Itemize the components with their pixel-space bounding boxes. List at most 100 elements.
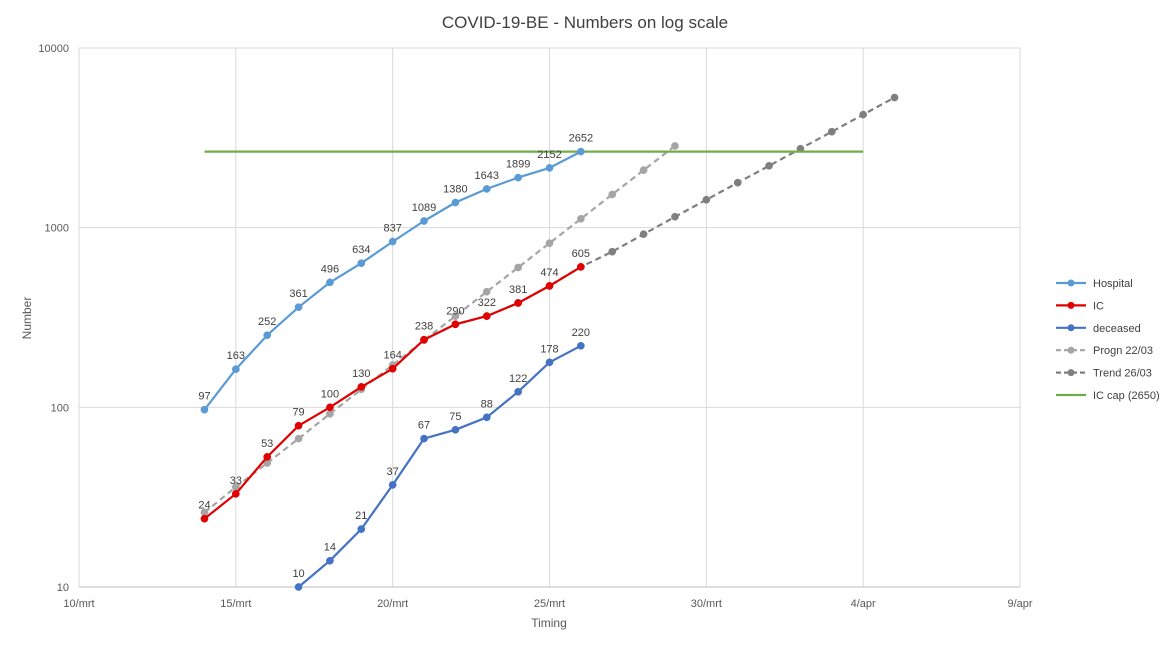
x-tick-label: 10/mrt xyxy=(63,598,94,610)
legend-marker-trend-26-03 xyxy=(1067,369,1075,377)
data-point-ic xyxy=(420,335,428,344)
data-point-deceased xyxy=(514,387,522,396)
data-label-deceased: 220 xyxy=(572,327,590,339)
data-label-hospital: 2152 xyxy=(537,149,561,161)
data-point-hospital xyxy=(482,185,491,193)
data-label-deceased: 75 xyxy=(449,411,461,423)
data-point-trend-26-03 xyxy=(671,212,679,221)
data-label-ic: 474 xyxy=(540,267,558,279)
data-label-ic: 290 xyxy=(446,305,464,317)
data-point-hospital xyxy=(577,147,585,156)
data-point-trend-26-03 xyxy=(702,195,711,204)
data-point-hospital xyxy=(231,365,240,374)
data-point-progn-22-03 xyxy=(545,239,554,248)
data-label-deceased: 88 xyxy=(481,398,493,410)
data-point-progn-22-03 xyxy=(482,287,491,296)
data-labels: 97 163 252 361 496 634 837 1089 1380 1643 1899 2152… xyxy=(198,133,593,580)
data-point-progn-22-03 xyxy=(326,409,334,418)
data-label-ic: 79 xyxy=(292,407,304,419)
data-label-hospital: 837 xyxy=(383,223,401,235)
data-point-progn-22-03 xyxy=(294,434,303,443)
data-point-hospital xyxy=(451,198,460,207)
data-point-progn-22-03 xyxy=(639,166,648,174)
data-point-hospital xyxy=(357,259,366,268)
data-point-ic xyxy=(200,514,209,523)
legend-entry-progn-22-03: Progn 22/03 xyxy=(1093,345,1153,357)
legend-marker-ic xyxy=(1067,301,1075,309)
legend: Hospital IC deceased Progn 22/03 Trend 26/03… xyxy=(1056,278,1160,402)
data-label-deceased: 14 xyxy=(324,542,336,554)
data-label-deceased: 37 xyxy=(387,466,399,478)
data-point-deceased xyxy=(577,341,585,350)
x-tick-label: 20/mrt xyxy=(377,598,408,610)
chart-title: COVID-19-BE - Numbers on log scale xyxy=(442,13,728,32)
data-point-deceased xyxy=(545,358,554,367)
data-label-ic: 605 xyxy=(572,248,590,260)
data-point-ic xyxy=(451,320,460,329)
gridlines xyxy=(78,47,1021,588)
y-tick-label: 100 xyxy=(51,402,69,414)
data-point-deceased xyxy=(420,434,428,443)
data-label-hospital: 496 xyxy=(321,263,339,275)
data-label-ic: 53 xyxy=(261,438,273,450)
data-point-hospital xyxy=(326,278,334,287)
data-label-hospital: 252 xyxy=(258,316,276,328)
data-point-trend-26-03 xyxy=(608,247,617,256)
data-point-ic xyxy=(357,383,366,391)
series-lines xyxy=(200,93,899,591)
data-label-ic: 381 xyxy=(509,284,527,296)
data-point-progn-22-03 xyxy=(608,190,617,199)
data-point-hospital xyxy=(294,303,303,312)
data-point-trend-26-03 xyxy=(639,230,648,239)
data-point-ic xyxy=(545,282,554,290)
data-point-ic xyxy=(263,453,272,461)
data-label-ic: 322 xyxy=(478,297,496,309)
data-point-ic xyxy=(388,364,397,373)
data-point-trend-26-03 xyxy=(733,178,742,187)
x-tick-label: 9/apr xyxy=(1007,598,1032,610)
data-label-hospital: 1899 xyxy=(506,159,530,171)
legend-marker-progn-22-03 xyxy=(1067,346,1075,354)
data-point-trend-26-03 xyxy=(890,93,899,102)
data-point-ic xyxy=(231,489,240,498)
data-label-hospital: 97 xyxy=(198,391,210,403)
legend-entry-deceased: deceased xyxy=(1093,323,1141,335)
data-label-hospital: 361 xyxy=(289,288,307,300)
data-point-ic xyxy=(577,263,585,271)
x-tick-label: 30/mrt xyxy=(691,598,722,610)
y-tick-label: 10000 xyxy=(38,43,69,55)
data-label-ic: 24 xyxy=(198,500,210,512)
data-point-deceased xyxy=(326,556,334,565)
y-tick-label: 1000 xyxy=(45,223,69,235)
data-label-deceased: 122 xyxy=(509,373,527,385)
data-point-hospital xyxy=(388,237,397,246)
data-point-ic xyxy=(514,299,522,307)
data-point-ic xyxy=(482,312,491,320)
data-point-deceased xyxy=(357,525,366,533)
series-line-deceased xyxy=(297,344,582,588)
data-point-hospital xyxy=(263,331,272,340)
data-point-ic xyxy=(294,421,303,430)
y-axis-title: Number xyxy=(20,297,34,340)
data-point-deceased xyxy=(451,425,460,434)
data-label-deceased: 10 xyxy=(292,568,304,580)
data-label-hospital: 1643 xyxy=(475,170,499,182)
data-label-hospital: 634 xyxy=(352,244,370,256)
data-label-ic: 100 xyxy=(321,388,339,400)
data-label-hospital: 1089 xyxy=(412,202,436,214)
legend-entry-trend-26-03: Trend 26/03 xyxy=(1093,368,1152,380)
x-tick-label: 4/apr xyxy=(851,598,876,610)
data-label-hospital: 163 xyxy=(227,350,245,362)
data-point-progn-22-03 xyxy=(514,263,522,272)
data-point-progn-22-03 xyxy=(451,312,460,320)
data-label-ic: 33 xyxy=(230,475,242,487)
data-point-progn-22-03 xyxy=(577,214,585,223)
data-point-deceased xyxy=(482,413,491,422)
data-point-trend-26-03 xyxy=(765,161,773,170)
x-tick-label: 25/mrt xyxy=(534,598,565,610)
y-tick-label: 10 xyxy=(57,582,69,594)
data-label-ic: 130 xyxy=(352,368,370,380)
data-label-hospital: 2652 xyxy=(569,133,593,145)
